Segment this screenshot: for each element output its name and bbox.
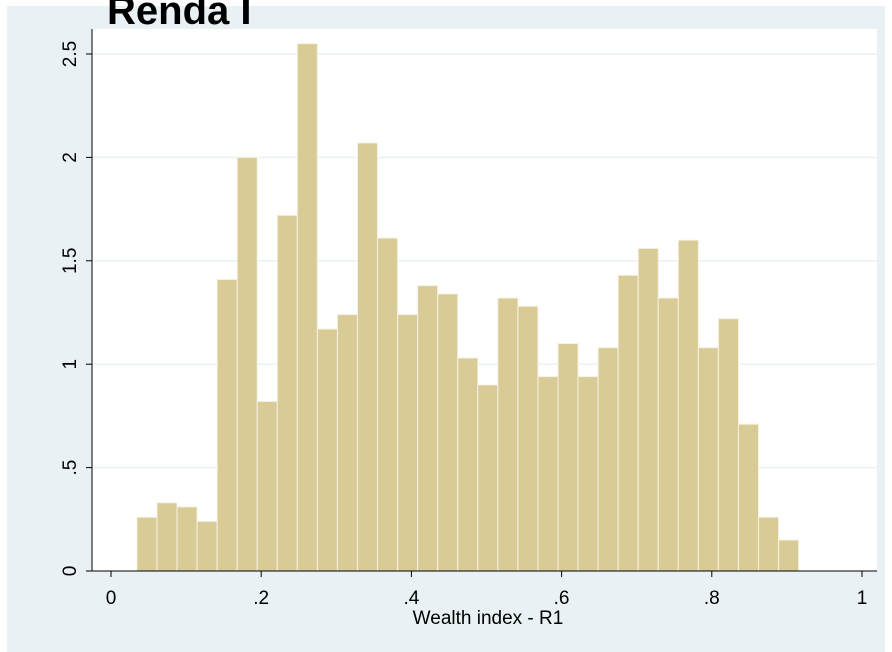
histogram-bar bbox=[377, 237, 399, 572]
histogram-bar bbox=[437, 293, 459, 572]
y-tick-label: 2.5 bbox=[60, 41, 81, 67]
tick-labels: 0 .5 1 1.5 2 2.5 0 .2 .4 .6 .8 1 bbox=[60, 41, 867, 609]
histogram-bar bbox=[296, 43, 318, 572]
histogram-bar bbox=[778, 539, 800, 572]
x-tick-label: 1 bbox=[857, 588, 868, 609]
x-tick-label: .4 bbox=[403, 588, 419, 609]
histogram-bar bbox=[577, 376, 599, 572]
x-tick-label: 0 bbox=[106, 588, 117, 609]
histogram-bar bbox=[597, 347, 619, 572]
histogram-bar bbox=[537, 376, 559, 572]
histogram-bar bbox=[176, 506, 198, 572]
histogram-bar bbox=[236, 156, 258, 572]
histogram-bar bbox=[216, 278, 238, 572]
histogram-bar bbox=[316, 328, 338, 572]
y-tick-label: 0 bbox=[60, 566, 81, 577]
histogram-bar bbox=[256, 400, 278, 572]
histogram-bar bbox=[336, 314, 358, 572]
histogram-bars bbox=[136, 43, 800, 572]
y-tick-label: 2 bbox=[60, 152, 81, 163]
histogram-bar bbox=[417, 285, 439, 572]
histogram-bar bbox=[557, 343, 579, 572]
histogram-bar bbox=[397, 314, 419, 572]
histogram-bar bbox=[136, 516, 158, 572]
histogram-bar bbox=[497, 297, 519, 572]
histogram-bar bbox=[517, 305, 539, 572]
y-tick-label: .5 bbox=[60, 460, 81, 476]
histogram-bar bbox=[697, 347, 719, 572]
axes bbox=[86, 29, 877, 577]
x-tick-label: .6 bbox=[554, 588, 570, 609]
histogram-bar bbox=[717, 318, 739, 572]
x-axis-title: Wealth index - R1 bbox=[413, 608, 564, 629]
x-tick-label: .2 bbox=[253, 588, 269, 609]
histogram-bar bbox=[457, 357, 479, 572]
histogram-bar bbox=[758, 516, 780, 572]
histogram-bar bbox=[737, 423, 760, 572]
histogram-bar bbox=[196, 520, 218, 572]
histogram-bar bbox=[637, 247, 659, 572]
chart-title: Renda I bbox=[107, 0, 251, 33]
histogram-bar bbox=[477, 384, 499, 572]
y-tick-label: 1.5 bbox=[60, 248, 81, 274]
histogram-bar bbox=[657, 297, 679, 572]
y-tick-label: 1 bbox=[60, 359, 81, 370]
x-tick-label: .8 bbox=[704, 588, 720, 609]
histogram-bar bbox=[617, 274, 639, 572]
histogram-bar bbox=[356, 142, 379, 572]
histogram-bar bbox=[677, 239, 699, 572]
histogram-bar bbox=[156, 502, 178, 572]
histogram-bar bbox=[276, 214, 298, 572]
